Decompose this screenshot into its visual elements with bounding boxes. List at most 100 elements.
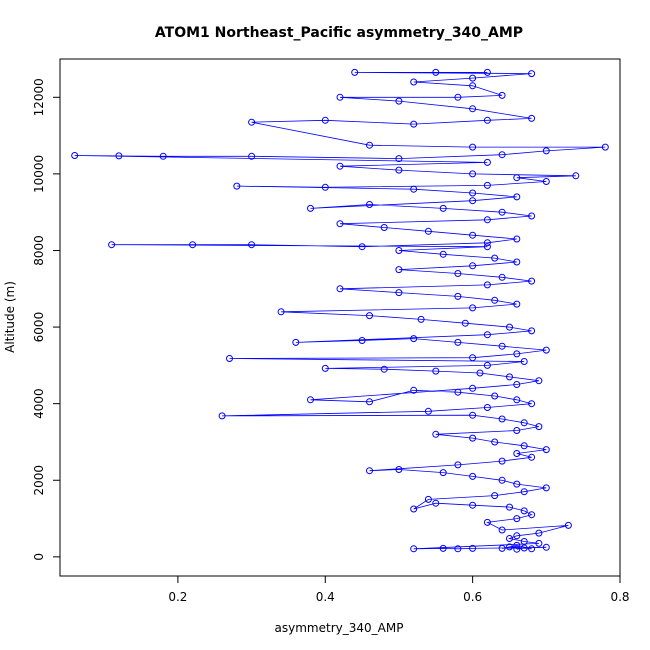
data-point xyxy=(469,544,477,552)
data-point xyxy=(535,377,543,385)
data-point xyxy=(506,543,513,551)
data-point xyxy=(498,342,506,350)
data-point xyxy=(410,545,418,553)
data-point xyxy=(469,304,477,312)
data-point xyxy=(542,543,550,551)
data-point xyxy=(498,273,506,281)
data-point xyxy=(424,495,432,503)
data-point xyxy=(439,204,447,212)
data-point xyxy=(513,427,521,434)
x-axis: 0.2 0.4 0.6 0.8 xyxy=(168,575,630,604)
data-point xyxy=(395,266,403,274)
plot-frame xyxy=(59,58,621,577)
data-point xyxy=(469,411,477,419)
data-point xyxy=(321,116,329,124)
x-tick-label: 0.4 xyxy=(316,590,335,604)
data-point xyxy=(454,461,462,469)
data-point xyxy=(366,467,373,475)
data-point xyxy=(498,151,506,159)
data-point xyxy=(535,529,543,537)
data-point xyxy=(542,147,550,155)
data-point xyxy=(336,162,344,170)
data-point xyxy=(513,258,521,266)
y-tick-label: 4000 xyxy=(32,388,46,419)
data-point xyxy=(469,189,477,197)
data-point xyxy=(513,450,521,457)
data-point xyxy=(513,480,521,488)
data-point xyxy=(506,323,513,331)
data-point xyxy=(307,396,314,404)
data-point xyxy=(461,319,469,327)
data-point xyxy=(248,118,256,126)
data-point xyxy=(395,466,403,473)
data-point xyxy=(292,338,300,346)
data-point xyxy=(491,438,499,446)
data-point xyxy=(483,404,491,411)
data-point xyxy=(483,518,491,526)
y-axis-label: Altitude (m) xyxy=(3,281,17,353)
data-point xyxy=(432,499,440,507)
data-point xyxy=(506,373,513,381)
data-point xyxy=(439,250,447,258)
data-point xyxy=(564,521,572,529)
data-point xyxy=(469,231,477,239)
data-point xyxy=(115,152,123,160)
data-point xyxy=(520,419,528,427)
data-point xyxy=(424,227,432,235)
data-point xyxy=(498,208,506,216)
data-point xyxy=(410,386,418,394)
data-point xyxy=(410,185,418,193)
data-point xyxy=(483,158,491,166)
data-point xyxy=(108,241,116,249)
data-point xyxy=(513,545,521,553)
data-point xyxy=(321,364,329,372)
data-point xyxy=(483,116,491,124)
data-point xyxy=(513,300,521,308)
data-point xyxy=(513,350,521,358)
data-point xyxy=(417,315,425,323)
data-point xyxy=(307,204,314,212)
data-point xyxy=(498,415,506,423)
y-tick-label: 10000 xyxy=(32,155,46,193)
y-tick-label: 2000 xyxy=(32,465,46,496)
data-point xyxy=(432,68,440,76)
data-point xyxy=(410,505,418,513)
data-point xyxy=(528,114,536,122)
data-point xyxy=(535,423,543,431)
data-point xyxy=(476,369,484,377)
data-point xyxy=(520,538,528,545)
data-point xyxy=(520,488,528,496)
data-point xyxy=(248,241,256,249)
data-point xyxy=(513,174,521,182)
data-point xyxy=(528,277,536,285)
data-point xyxy=(439,469,447,477)
data-point xyxy=(483,331,491,339)
data-point xyxy=(520,507,528,515)
data-point xyxy=(498,457,506,465)
data-point xyxy=(491,296,499,304)
data-point xyxy=(71,152,79,159)
y-tick-label: 6000 xyxy=(32,312,46,343)
data-point xyxy=(528,511,536,519)
data-point xyxy=(410,120,418,128)
data-point xyxy=(528,453,536,461)
data-point xyxy=(528,327,536,335)
data-point xyxy=(469,354,477,362)
data-point xyxy=(506,503,513,511)
data-point xyxy=(469,143,477,151)
data-point xyxy=(469,384,477,392)
data-point xyxy=(454,270,462,277)
data-point xyxy=(498,476,506,484)
data-point xyxy=(542,178,550,185)
series-line xyxy=(74,72,606,550)
data-point xyxy=(432,367,440,375)
data-point xyxy=(380,224,388,231)
data-point xyxy=(483,181,491,189)
data-point xyxy=(483,361,491,369)
data-point xyxy=(454,292,462,300)
data-point xyxy=(277,308,285,316)
data-point xyxy=(572,172,580,180)
data-point xyxy=(542,484,550,492)
data-point xyxy=(528,545,536,553)
